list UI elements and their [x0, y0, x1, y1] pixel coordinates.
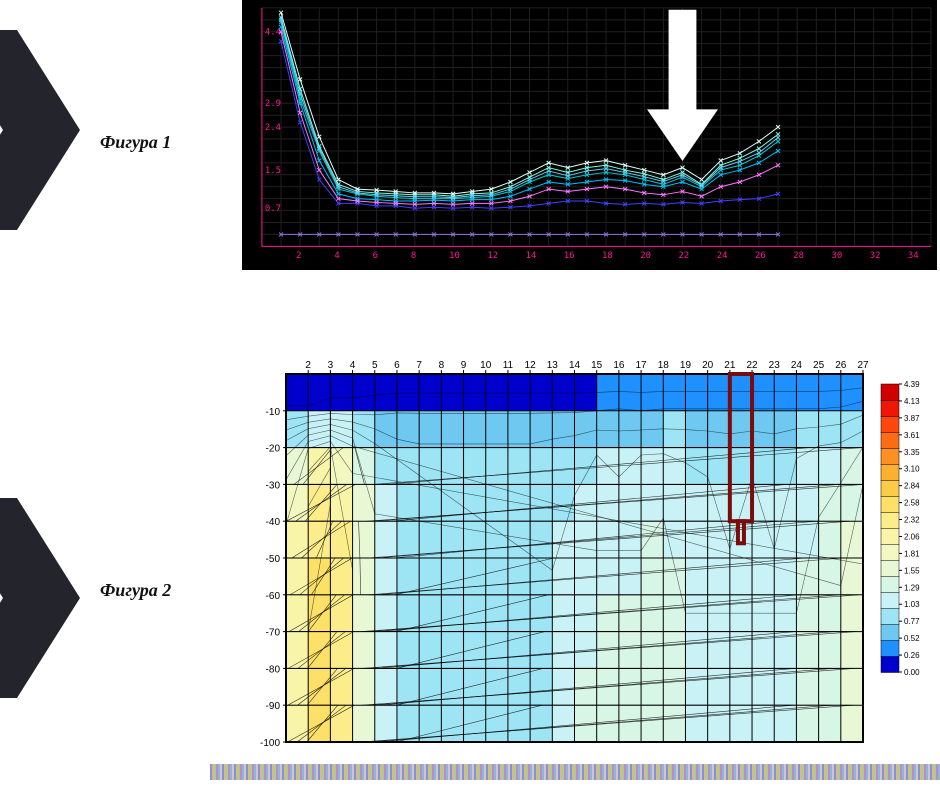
svg-text:-50: -50	[266, 554, 281, 565]
svg-text:3.10: 3.10	[904, 465, 920, 474]
svg-text:20: 20	[702, 360, 714, 371]
svg-text:27: 27	[857, 360, 869, 371]
svg-text:11: 11	[503, 360, 514, 371]
svg-text:2: 2	[296, 251, 301, 261]
svg-text:19: 19	[680, 360, 692, 371]
svg-text:4.4: 4.4	[265, 28, 281, 38]
svg-text:-60: -60	[266, 591, 281, 602]
svg-text:24: 24	[717, 251, 728, 261]
svg-text:14: 14	[569, 360, 581, 371]
figure-2-label: Фигура 2	[100, 580, 171, 601]
svg-text:2.32: 2.32	[904, 516, 920, 525]
svg-text:16: 16	[564, 251, 575, 261]
svg-text:0.7: 0.7	[265, 204, 281, 214]
svg-text:-90: -90	[266, 701, 281, 712]
svg-text:9: 9	[461, 360, 467, 371]
svg-text:-80: -80	[266, 664, 281, 675]
svg-text:4: 4	[350, 360, 356, 371]
svg-text:1.5: 1.5	[265, 166, 281, 176]
svg-text:1.55: 1.55	[904, 566, 920, 575]
svg-text:34: 34	[908, 251, 919, 261]
svg-text:5: 5	[372, 360, 378, 371]
svg-text:14: 14	[526, 251, 537, 261]
svg-text:6: 6	[394, 360, 400, 371]
svg-text:13: 13	[547, 360, 559, 371]
svg-text:-100: -100	[260, 738, 280, 749]
svg-text:12: 12	[487, 251, 498, 261]
svg-text:0.26: 0.26	[904, 651, 920, 660]
svg-text:18: 18	[658, 360, 670, 371]
svg-text:1.29: 1.29	[904, 583, 920, 592]
svg-text:-20: -20	[266, 444, 281, 455]
svg-text:8: 8	[439, 360, 445, 371]
svg-text:0.52: 0.52	[904, 634, 920, 643]
svg-text:2.84: 2.84	[904, 482, 920, 491]
svg-text:16: 16	[613, 360, 625, 371]
svg-text:3: 3	[328, 360, 334, 371]
svg-text:10: 10	[449, 251, 460, 261]
svg-text:8: 8	[411, 251, 416, 261]
figure-1-label: Фигура 1	[100, 132, 171, 153]
svg-text:22: 22	[679, 251, 690, 261]
svg-text:2.06: 2.06	[904, 532, 920, 541]
svg-text:6: 6	[373, 251, 378, 261]
svg-text:-10: -10	[266, 407, 281, 418]
svg-text:4.39: 4.39	[904, 380, 920, 389]
figure-2-heatmap: 2345678910111213141516171819202122232425…	[242, 352, 937, 752]
svg-text:1.81: 1.81	[904, 549, 920, 558]
decorative-arrow-1	[0, 30, 80, 230]
svg-text:2: 2	[305, 360, 311, 371]
svg-text:30: 30	[831, 251, 842, 261]
decorative-arrow-2	[0, 498, 80, 698]
svg-text:17: 17	[636, 360, 648, 371]
svg-text:28: 28	[793, 251, 804, 261]
svg-text:26: 26	[835, 360, 847, 371]
svg-text:10: 10	[480, 360, 492, 371]
svg-text:3.61: 3.61	[904, 431, 920, 440]
svg-text:3.87: 3.87	[904, 414, 920, 423]
svg-text:32: 32	[870, 251, 881, 261]
svg-text:7: 7	[416, 360, 422, 371]
svg-text:26: 26	[755, 251, 766, 261]
noise-strip	[210, 764, 940, 780]
svg-text:22: 22	[746, 360, 758, 371]
svg-text:2.9: 2.9	[265, 99, 281, 109]
svg-text:23: 23	[769, 360, 781, 371]
svg-text:24: 24	[791, 360, 803, 371]
svg-text:20: 20	[640, 251, 651, 261]
svg-text:12: 12	[525, 360, 537, 371]
svg-text:18: 18	[602, 251, 613, 261]
svg-text:0.00: 0.00	[904, 668, 920, 677]
svg-text:4.13: 4.13	[904, 397, 920, 406]
svg-text:3.35: 3.35	[904, 448, 920, 457]
svg-text:25: 25	[813, 360, 825, 371]
figure-1-chart: 0.71.52.42.94.42468101214161820222426283…	[242, 0, 937, 270]
svg-text:1.03: 1.03	[904, 600, 920, 609]
svg-text:4: 4	[334, 251, 339, 261]
svg-text:-70: -70	[266, 628, 281, 639]
svg-text:0.77: 0.77	[904, 617, 920, 626]
svg-text:21: 21	[724, 360, 736, 371]
svg-text:15: 15	[591, 360, 603, 371]
svg-text:2.58: 2.58	[904, 499, 920, 508]
svg-text:2.4: 2.4	[265, 123, 281, 133]
svg-text:-40: -40	[266, 517, 281, 528]
svg-text:-30: -30	[266, 480, 281, 491]
